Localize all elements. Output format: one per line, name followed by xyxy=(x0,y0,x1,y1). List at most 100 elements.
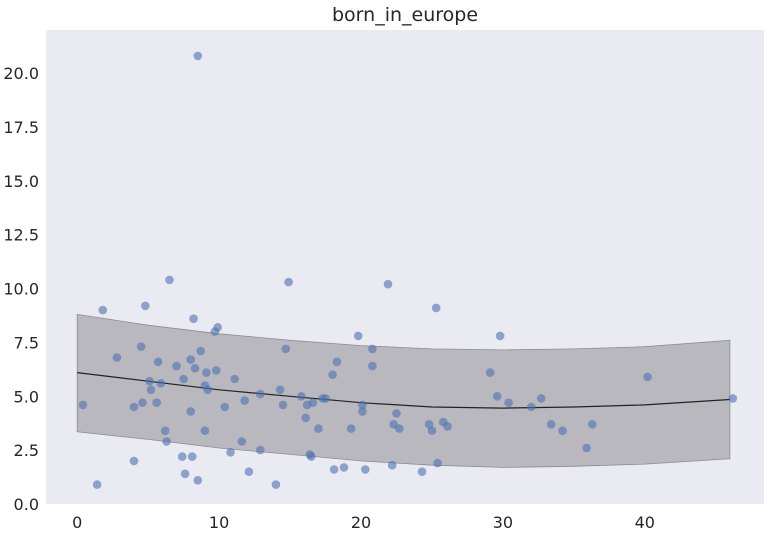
scatter-point xyxy=(240,396,249,405)
scatter-point xyxy=(297,392,306,401)
x-tick-label: 10 xyxy=(209,513,229,532)
scatter-point xyxy=(165,275,174,285)
scatter-point xyxy=(145,376,154,386)
scatter-point xyxy=(387,460,397,470)
scatter-point xyxy=(193,476,203,485)
scatter-point xyxy=(546,420,556,429)
scatter-point xyxy=(92,480,102,489)
points-layer xyxy=(78,51,738,489)
scatter-point xyxy=(582,443,591,453)
scatter-point xyxy=(129,456,139,466)
x-tick-label: 30 xyxy=(493,513,513,532)
x-tick-label: 40 xyxy=(635,513,655,532)
scatter-point xyxy=(220,402,230,412)
fit-line xyxy=(77,372,730,409)
scatter-point xyxy=(212,366,221,375)
scatter-point xyxy=(230,374,239,384)
x-tick-label: 0 xyxy=(72,513,82,532)
scatter-point xyxy=(321,394,330,403)
scatter-point xyxy=(301,413,311,423)
scatter-point xyxy=(255,445,265,455)
scatter-point xyxy=(172,361,181,371)
scatter-point xyxy=(202,368,211,377)
y-axis: 0.0 2.5 5.0 7.5 10.0 12.5 15.0 17.5 20.0 xyxy=(3,64,39,514)
scatter-point xyxy=(141,301,150,311)
scatter-point xyxy=(244,467,254,477)
scatter-point xyxy=(138,398,147,408)
scatter-point xyxy=(281,344,291,354)
scatter-point xyxy=(129,402,139,412)
scatter-point xyxy=(332,357,342,367)
scatter-point xyxy=(189,314,198,324)
y-tick-label: 7.5 xyxy=(14,333,39,352)
scatter-point xyxy=(643,372,652,382)
scatter-point xyxy=(203,385,213,395)
scatter-point xyxy=(431,303,441,313)
scatter-point xyxy=(433,458,442,468)
scatter-point xyxy=(187,452,197,461)
scatter-point xyxy=(358,400,367,410)
scatter-point xyxy=(492,392,502,401)
scatter-point xyxy=(308,398,318,408)
scatter-point xyxy=(383,279,393,289)
x-axis: 0 10 20 30 40 xyxy=(72,513,655,532)
scatter-point xyxy=(368,361,377,371)
scatter-point xyxy=(112,353,122,362)
scatter-point xyxy=(160,426,170,436)
scatter-point xyxy=(339,463,349,472)
y-tick-label: 2.5 xyxy=(14,441,39,460)
scatter-point xyxy=(368,344,377,354)
y-tick-label: 0.0 xyxy=(14,495,39,514)
y-tick-label: 20.0 xyxy=(3,64,39,83)
scatter-point xyxy=(156,379,166,388)
scatter-point xyxy=(329,465,339,474)
scatter-point xyxy=(424,420,434,429)
scatter-point xyxy=(346,424,356,433)
confidence-band-layer xyxy=(76,313,731,468)
y-tick-label: 10.0 xyxy=(3,280,39,299)
scatter-point xyxy=(504,398,513,408)
scatter-point xyxy=(193,51,203,61)
scatter-point xyxy=(527,402,536,412)
scatter-point xyxy=(136,342,146,352)
scatter-point xyxy=(180,469,190,479)
scatter-point xyxy=(417,467,427,477)
scatter-point xyxy=(146,385,156,395)
scatter-point xyxy=(213,323,222,332)
scatter-point xyxy=(307,452,316,461)
scatter-point xyxy=(275,385,285,395)
scatter-point xyxy=(284,277,293,287)
scatter-point xyxy=(278,400,288,410)
y-tick-label: 15.0 xyxy=(3,172,39,191)
scatter-point xyxy=(395,424,404,433)
scatter-point xyxy=(190,364,200,373)
confidence-band xyxy=(76,313,731,468)
scatter-point xyxy=(427,426,437,436)
y-tick-label: 12.5 xyxy=(3,226,39,245)
scatter-point xyxy=(536,394,546,403)
scatter-point xyxy=(152,398,161,408)
scatter-point xyxy=(237,437,247,446)
scatter-point xyxy=(78,400,88,410)
scatter-point xyxy=(361,465,370,474)
chart-title: born_in_europe xyxy=(332,4,478,26)
scatter-point xyxy=(728,394,738,403)
scatter-point xyxy=(196,346,205,356)
scatter-point xyxy=(358,407,367,416)
scatter-point xyxy=(177,452,187,461)
y-tick-label: 17.5 xyxy=(3,118,39,137)
x-tick-label: 20 xyxy=(351,513,371,532)
scatter-point xyxy=(153,357,163,367)
fit-line-layer xyxy=(77,372,730,409)
scatter-point xyxy=(314,424,323,433)
scatter-point xyxy=(179,374,188,384)
scatter-point xyxy=(353,331,363,341)
y-tick-label: 5.0 xyxy=(14,387,39,406)
scatter-point xyxy=(392,409,401,418)
scatter-point xyxy=(98,305,108,315)
scatter-point xyxy=(186,355,195,364)
scatter-point xyxy=(186,407,195,416)
scatter-point xyxy=(255,389,265,399)
scatter-point xyxy=(328,370,337,380)
